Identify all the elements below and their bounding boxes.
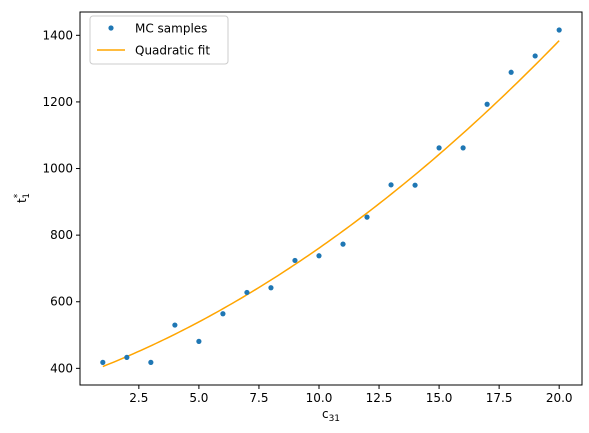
plot-area [100, 27, 562, 368]
legend: MC samples Quadratic fit [89, 15, 229, 65]
data-point [220, 311, 226, 317]
data-point [532, 53, 538, 59]
data-point [412, 182, 418, 188]
data-point [196, 338, 202, 344]
y-tick-label: 1000 [42, 162, 73, 176]
x-axis: 2.5 5.0 7.5 10.0 12.5 15.0 17.5 20.0 [129, 385, 573, 405]
legend-marker-mc-samples [108, 25, 114, 31]
y-tick-label: 1200 [42, 95, 73, 109]
y-tick-label: 1400 [42, 28, 73, 42]
data-point [340, 241, 346, 247]
y-axis-label: t*1 [13, 193, 32, 203]
x-tick-label: 2.5 [129, 391, 148, 405]
x-tick-label: 7.5 [249, 391, 268, 405]
data-point [460, 145, 466, 151]
data-point [100, 359, 106, 365]
data-point [268, 285, 274, 291]
x-tick-label: 15.0 [426, 391, 453, 405]
data-point [388, 182, 394, 188]
data-point [556, 27, 562, 33]
x-tick-label: 17.5 [486, 391, 513, 405]
data-point [124, 354, 130, 360]
x-axis-label: c31 [322, 407, 340, 424]
data-point [244, 289, 250, 296]
data-point [316, 253, 322, 259]
y-tick-label: 800 [50, 228, 73, 242]
legend-label-quadratic-fit: Quadratic fit [135, 44, 210, 58]
data-point [484, 101, 490, 107]
data-point [172, 322, 178, 328]
data-point [364, 214, 370, 220]
x-tick-label: 12.5 [366, 391, 393, 405]
data-point [508, 69, 514, 75]
data-point [148, 359, 154, 365]
axes-frame [79, 11, 583, 386]
quadratic-fit-line [102, 40, 560, 368]
data-point [436, 145, 442, 151]
x-tick-label: 20.0 [546, 391, 573, 405]
legend-label-mc-samples: MC samples [135, 22, 207, 36]
y-axis: 400 600 800 1000 1200 1400 [42, 28, 80, 375]
x-tick-label: 10.0 [306, 391, 333, 405]
data-point [292, 257, 298, 264]
y-tick-label: 600 [50, 295, 73, 309]
x-tick-label: 5.0 [189, 391, 208, 405]
legend-box [89, 15, 229, 65]
y-tick-label: 400 [50, 361, 73, 375]
